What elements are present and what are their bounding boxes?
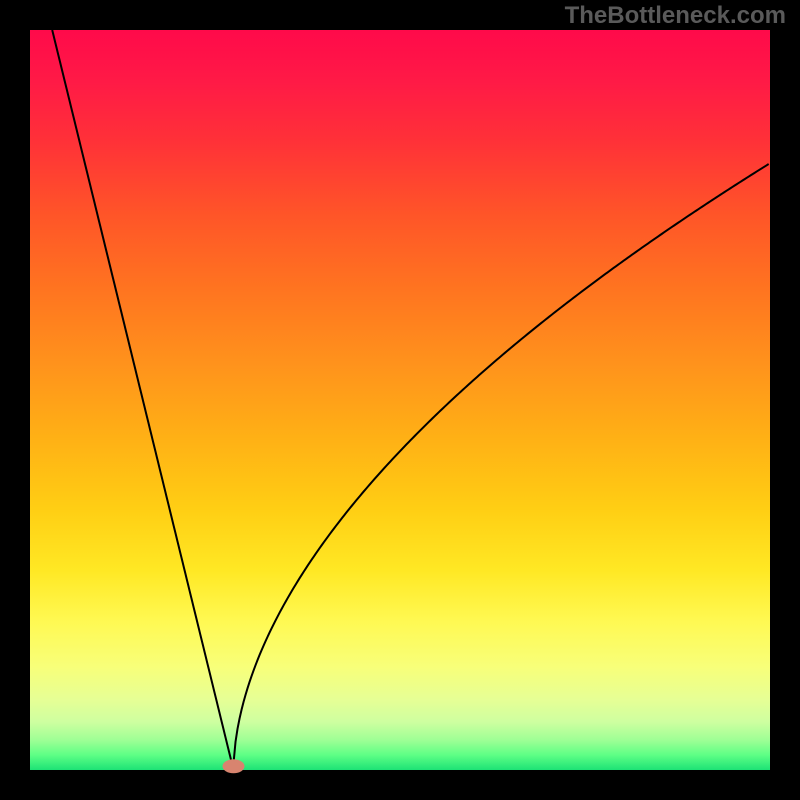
optimal-marker: [223, 759, 245, 773]
plot-area: [30, 30, 770, 770]
chart-svg: [0, 0, 800, 800]
watermark-text: TheBottleneck.com: [565, 2, 786, 30]
chart-canvas: TheBottleneck.com: [0, 0, 800, 800]
